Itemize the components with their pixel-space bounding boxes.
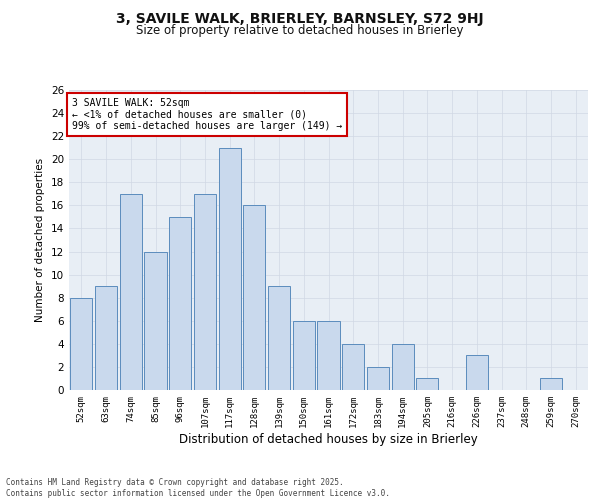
Bar xyxy=(119,194,142,390)
Text: Contains HM Land Registry data © Crown copyright and database right 2025.
Contai: Contains HM Land Registry data © Crown c… xyxy=(6,478,390,498)
Bar xyxy=(367,367,389,390)
Bar xyxy=(317,321,340,390)
Bar xyxy=(392,344,414,390)
Bar xyxy=(169,217,191,390)
Bar xyxy=(268,286,290,390)
Text: 3 SAVILE WALK: 52sqm
← <1% of detached houses are smaller (0)
99% of semi-detach: 3 SAVILE WALK: 52sqm ← <1% of detached h… xyxy=(71,98,342,130)
Bar xyxy=(293,321,315,390)
Bar xyxy=(540,378,562,390)
Bar xyxy=(342,344,364,390)
Bar xyxy=(243,206,265,390)
Text: Size of property relative to detached houses in Brierley: Size of property relative to detached ho… xyxy=(136,24,464,37)
Text: 3, SAVILE WALK, BRIERLEY, BARNSLEY, S72 9HJ: 3, SAVILE WALK, BRIERLEY, BARNSLEY, S72 … xyxy=(116,12,484,26)
Bar xyxy=(95,286,117,390)
Y-axis label: Number of detached properties: Number of detached properties xyxy=(35,158,46,322)
Bar xyxy=(194,194,216,390)
Bar xyxy=(145,252,167,390)
Bar xyxy=(70,298,92,390)
X-axis label: Distribution of detached houses by size in Brierley: Distribution of detached houses by size … xyxy=(179,432,478,446)
Bar xyxy=(466,356,488,390)
Bar xyxy=(218,148,241,390)
Bar xyxy=(416,378,439,390)
